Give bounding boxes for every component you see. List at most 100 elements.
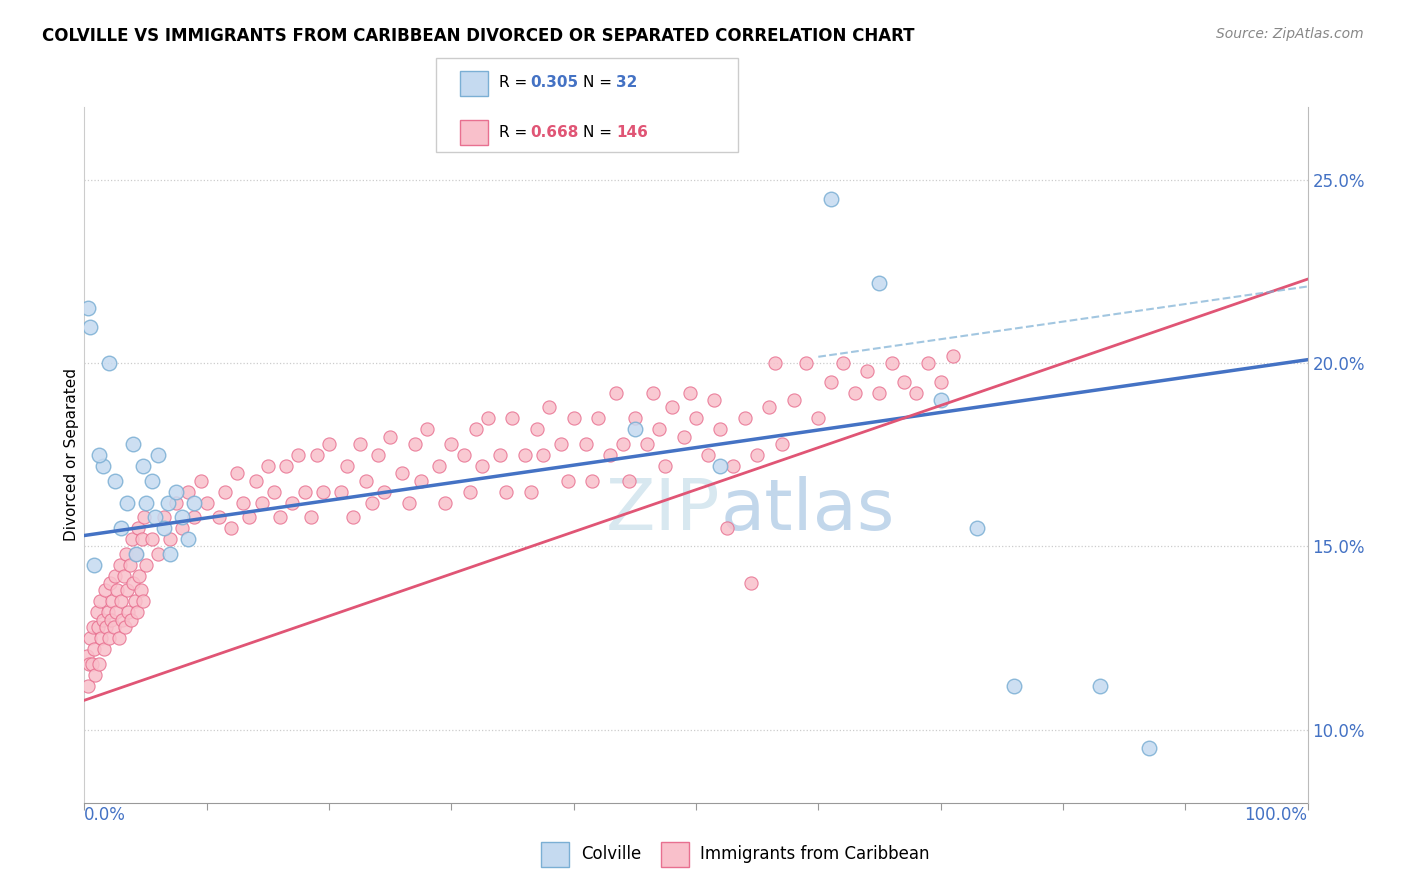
Point — [453, 448, 475, 462]
Point — [83, 642, 105, 657]
Text: 32: 32 — [616, 76, 637, 90]
Point — [153, 510, 176, 524]
Text: 100.0%: 100.0% — [1244, 806, 1308, 824]
Point — [128, 568, 150, 582]
Point — [709, 422, 731, 436]
Point — [794, 356, 817, 370]
Point — [550, 437, 572, 451]
Point — [111, 613, 134, 627]
Point — [122, 576, 145, 591]
Point — [697, 448, 720, 462]
Point — [115, 547, 138, 561]
Point — [917, 356, 939, 370]
Point — [893, 375, 915, 389]
Point — [617, 474, 640, 488]
Point — [349, 437, 371, 451]
Point — [115, 495, 138, 509]
Point — [226, 467, 249, 481]
Point — [636, 437, 658, 451]
Point — [880, 356, 903, 370]
Point — [856, 364, 879, 378]
Point — [464, 422, 486, 436]
Point — [135, 495, 157, 509]
Point — [581, 474, 603, 488]
Point — [156, 495, 179, 509]
Point — [195, 495, 218, 509]
Point — [648, 422, 671, 436]
Point — [172, 510, 194, 524]
Point — [538, 401, 561, 415]
Point — [165, 495, 187, 509]
Point — [599, 448, 621, 462]
Point — [146, 448, 169, 462]
Point — [120, 613, 142, 627]
Text: 146: 146 — [616, 125, 648, 139]
Point — [765, 356, 787, 370]
Point — [134, 510, 156, 524]
Point — [820, 192, 842, 206]
Point — [305, 448, 328, 462]
Point — [114, 620, 136, 634]
Text: COLVILLE VS IMMIGRANTS FROM CARIBBEAN DIVORCED OR SEPARATED CORRELATION CHART: COLVILLE VS IMMIGRANTS FROM CARIBBEAN DI… — [42, 27, 915, 45]
Point — [110, 594, 132, 608]
Point — [373, 484, 395, 499]
Point — [520, 484, 543, 499]
Point — [90, 631, 112, 645]
Text: 0.668: 0.668 — [530, 125, 578, 139]
Point — [112, 568, 135, 582]
Point — [250, 495, 273, 509]
Point — [770, 437, 793, 451]
Point — [557, 474, 579, 488]
Point — [121, 532, 143, 546]
Text: atlas: atlas — [720, 476, 894, 545]
Point — [132, 594, 155, 608]
Point — [624, 422, 647, 436]
Point — [477, 411, 499, 425]
Point — [709, 458, 731, 473]
Point — [96, 620, 118, 634]
Point — [672, 429, 695, 443]
Point — [330, 484, 353, 499]
Point — [93, 642, 115, 657]
Point — [141, 532, 163, 546]
Point — [159, 532, 181, 546]
Text: R =: R = — [499, 125, 533, 139]
Point — [869, 385, 891, 400]
Point — [287, 448, 309, 462]
Point — [105, 606, 128, 620]
Point — [643, 385, 665, 400]
Point — [257, 458, 280, 473]
Point — [108, 558, 131, 572]
Text: 0.0%: 0.0% — [84, 806, 127, 824]
Point — [245, 474, 267, 488]
Point — [87, 448, 110, 462]
Point — [77, 301, 100, 316]
Point — [172, 521, 194, 535]
Point — [89, 594, 111, 608]
Text: Colville: Colville — [581, 845, 641, 863]
Point — [232, 495, 254, 509]
Point — [807, 411, 830, 425]
Point — [685, 411, 707, 425]
Point — [942, 349, 965, 363]
Point — [427, 458, 450, 473]
Point — [135, 558, 157, 572]
Point — [77, 679, 100, 693]
Point — [131, 532, 153, 546]
Point — [107, 631, 129, 645]
Point — [661, 401, 683, 415]
Point — [820, 375, 842, 389]
Point — [380, 429, 402, 443]
Point — [342, 510, 364, 524]
Point — [586, 411, 609, 425]
Point — [1088, 679, 1111, 693]
Point — [409, 474, 432, 488]
Point — [458, 484, 481, 499]
Text: Source: ZipAtlas.com: Source: ZipAtlas.com — [1216, 27, 1364, 41]
Text: R =: R = — [499, 76, 533, 90]
Point — [281, 495, 304, 509]
Point — [129, 583, 152, 598]
Point — [103, 620, 125, 634]
Point — [104, 474, 127, 488]
Point — [495, 484, 517, 499]
